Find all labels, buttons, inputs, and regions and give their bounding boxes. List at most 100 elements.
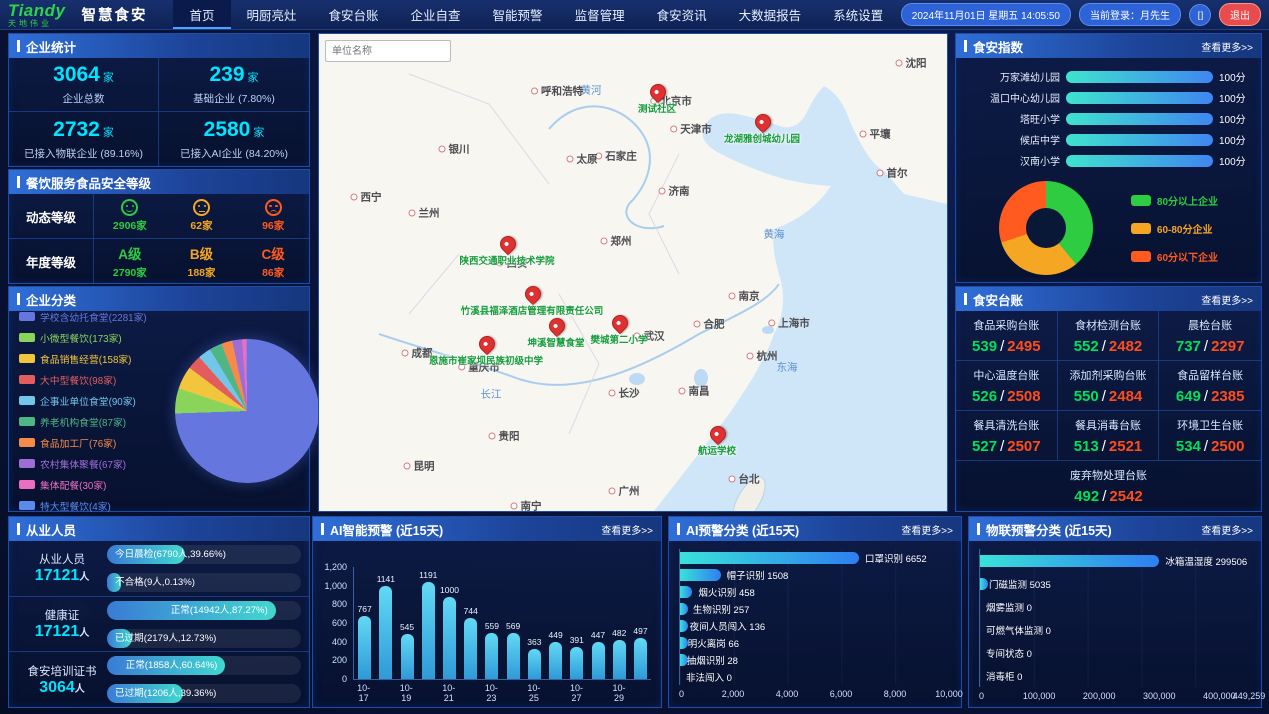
stat-label: 已接入物联企业 (89.16%) bbox=[24, 146, 143, 161]
panel-header: 餐饮服务食品安全等级 bbox=[9, 170, 309, 194]
staff-value: 17121人 bbox=[17, 567, 107, 585]
panel-title: 企业分类 bbox=[26, 290, 76, 309]
city-name: 沈阳 bbox=[906, 56, 927, 71]
index-row: 万家滩幼儿园100分 bbox=[956, 66, 1261, 87]
view-more-link[interactable]: 查看更多>> bbox=[1201, 522, 1253, 537]
panel-ai-alert-types: AI预警分类 (近15天) 查看更多>> 口罩识别 6652帽子识别 1508烟… bbox=[668, 516, 962, 708]
grade-label: B级 bbox=[190, 243, 213, 263]
city-name: 上海市 bbox=[778, 316, 810, 331]
ledger-slash: / bbox=[1102, 488, 1106, 505]
y-tick-label: 0 bbox=[315, 674, 347, 684]
bar-value-label: 1000 bbox=[440, 585, 459, 595]
school-name: 温口中心幼儿园 bbox=[966, 90, 1060, 105]
stat-unit: 家 bbox=[248, 72, 259, 84]
legend-swatch bbox=[19, 375, 35, 384]
nav-item[interactable]: 智能预警 bbox=[477, 0, 559, 29]
x-tick-label: 8,000 bbox=[884, 689, 907, 699]
ledger-slash: / bbox=[1000, 438, 1004, 455]
nav-item[interactable]: 食安资讯 bbox=[641, 0, 723, 29]
ledger-green-value: 527 bbox=[972, 438, 997, 455]
h-bar bbox=[980, 555, 1159, 567]
ledger-name: 中心温度台账 bbox=[973, 367, 1039, 383]
y-tick-label: 1,000 bbox=[315, 581, 347, 591]
map-pin-label: 龙湖雅创城幼儿园 bbox=[724, 131, 800, 145]
nav-item[interactable]: 企业自查 bbox=[395, 0, 477, 29]
logo-subtitle: 天地伟业 bbox=[8, 20, 65, 28]
h-bar bbox=[680, 569, 721, 581]
smile-face-icon bbox=[121, 199, 138, 216]
legend-swatch bbox=[19, 417, 35, 426]
search-input[interactable] bbox=[325, 40, 451, 62]
bar-cell: 391 bbox=[566, 567, 587, 679]
h-bar-row: 门磁监测 5035 bbox=[980, 572, 1249, 595]
map-city-label: 银川 bbox=[439, 142, 470, 157]
datetime-badge: 2024年11月01日 星期五 14:05:50 bbox=[901, 3, 1071, 26]
nav-item[interactable]: 系统设置 bbox=[817, 0, 899, 29]
nav-item[interactable]: 首页 bbox=[173, 0, 230, 29]
h-bar bbox=[680, 603, 688, 615]
view-more-link[interactable]: 查看更多>> bbox=[1201, 292, 1253, 307]
level-item: 62家 bbox=[166, 194, 238, 238]
city-name: 南京 bbox=[739, 289, 760, 304]
city-name: 合肥 bbox=[704, 317, 725, 332]
nav-item[interactable]: 大数据报告 bbox=[723, 0, 818, 29]
legend-label: 60分以下企业 bbox=[1157, 249, 1218, 264]
score-label: 100分 bbox=[1219, 69, 1251, 84]
ledger-green-value: 550 bbox=[1074, 388, 1099, 405]
city-name: 天津市 bbox=[680, 122, 712, 137]
x-tick-label: 10-19 bbox=[396, 683, 417, 703]
city-dot-icon bbox=[729, 476, 736, 483]
bar bbox=[528, 649, 541, 679]
h-bar-row: 专间状态 0 bbox=[980, 641, 1249, 664]
nav-item[interactable]: 监督管理 bbox=[559, 0, 641, 29]
ledger-values: 526/2508 bbox=[972, 388, 1041, 405]
staff-value: 3064人 bbox=[17, 679, 107, 697]
logout-button[interactable]: 退出 bbox=[1219, 3, 1261, 26]
y-tick-label: 800 bbox=[315, 599, 347, 609]
city-dot-icon bbox=[439, 146, 446, 153]
view-more-link[interactable]: 查看更多>> bbox=[901, 522, 953, 537]
map-city-label: 台北 bbox=[729, 472, 760, 487]
legend-swatch bbox=[19, 354, 35, 363]
donut-legend-item: 60-80分企业 bbox=[1131, 221, 1218, 236]
map-city-label: 长沙 bbox=[609, 386, 640, 401]
staff-bars: 今日晨检(6790人,39.66%)不合格(9人,0.13%) bbox=[107, 545, 301, 592]
ledger-name: 餐具清洗台账 bbox=[973, 417, 1039, 433]
y-tick-label: 600 bbox=[315, 618, 347, 628]
grade-label: A级 bbox=[118, 243, 141, 263]
map-city-label: 杭州 bbox=[747, 349, 778, 364]
panel-header: 食安指数 查看更多>> bbox=[956, 34, 1261, 58]
stat-value: 239家 bbox=[209, 63, 258, 87]
city-dot-icon bbox=[601, 238, 608, 245]
stat-value: 2580家 bbox=[204, 118, 265, 142]
nav-item[interactable]: 食安台账 bbox=[313, 0, 395, 29]
fullscreen-button[interactable]: [ ] bbox=[1189, 4, 1211, 26]
x-tick-label: 6,000 bbox=[830, 689, 853, 699]
map-city-label: 兰州 bbox=[409, 206, 440, 221]
pie-legend: 学校含幼托食堂(2281家)小微型餐饮(173家)食品销售经营(158家)大中型… bbox=[19, 310, 175, 513]
city-dot-icon bbox=[679, 388, 686, 395]
h-bar-label: 帽子识别 1508 bbox=[727, 568, 789, 582]
legend-swatch bbox=[1131, 195, 1151, 206]
city-name: 南昌 bbox=[689, 384, 710, 399]
h-bar-label: 可燃气体监测 0 bbox=[986, 623, 1051, 637]
stat-value: 3064家 bbox=[53, 63, 114, 87]
bar bbox=[379, 586, 392, 679]
x-tick-label: 10-25 bbox=[523, 683, 544, 703]
panel-title: 物联预警分类 (近15天) bbox=[986, 520, 1112, 539]
y-tick-label: 1,200 bbox=[315, 562, 347, 572]
map-pin-label: 坤溪智慧食堂 bbox=[527, 335, 584, 349]
h-bar-label: 门磁监测 5035 bbox=[989, 577, 1051, 591]
staff-row: 从业人员17121人今日晨检(6790人,39.66%)不合格(9人,0.13%… bbox=[9, 541, 309, 597]
ledger-name: 晨检台账 bbox=[1188, 317, 1232, 333]
bar-value-label: 545 bbox=[400, 622, 414, 632]
view-more-link[interactable]: 查看更多>> bbox=[601, 522, 653, 537]
ledger-red-value: 2521 bbox=[1109, 438, 1142, 455]
view-more-link[interactable]: 查看更多>> bbox=[1201, 39, 1253, 54]
ledger-green-value: 552 bbox=[1074, 338, 1099, 355]
nav-item[interactable]: 明厨亮灶 bbox=[231, 0, 313, 29]
map-city-label: 成都 bbox=[402, 346, 433, 361]
city-dot-icon bbox=[609, 488, 616, 495]
h-bar-label: 夜间人员闯入 136 bbox=[690, 619, 766, 633]
map-city-label: 贵阳 bbox=[489, 429, 520, 444]
